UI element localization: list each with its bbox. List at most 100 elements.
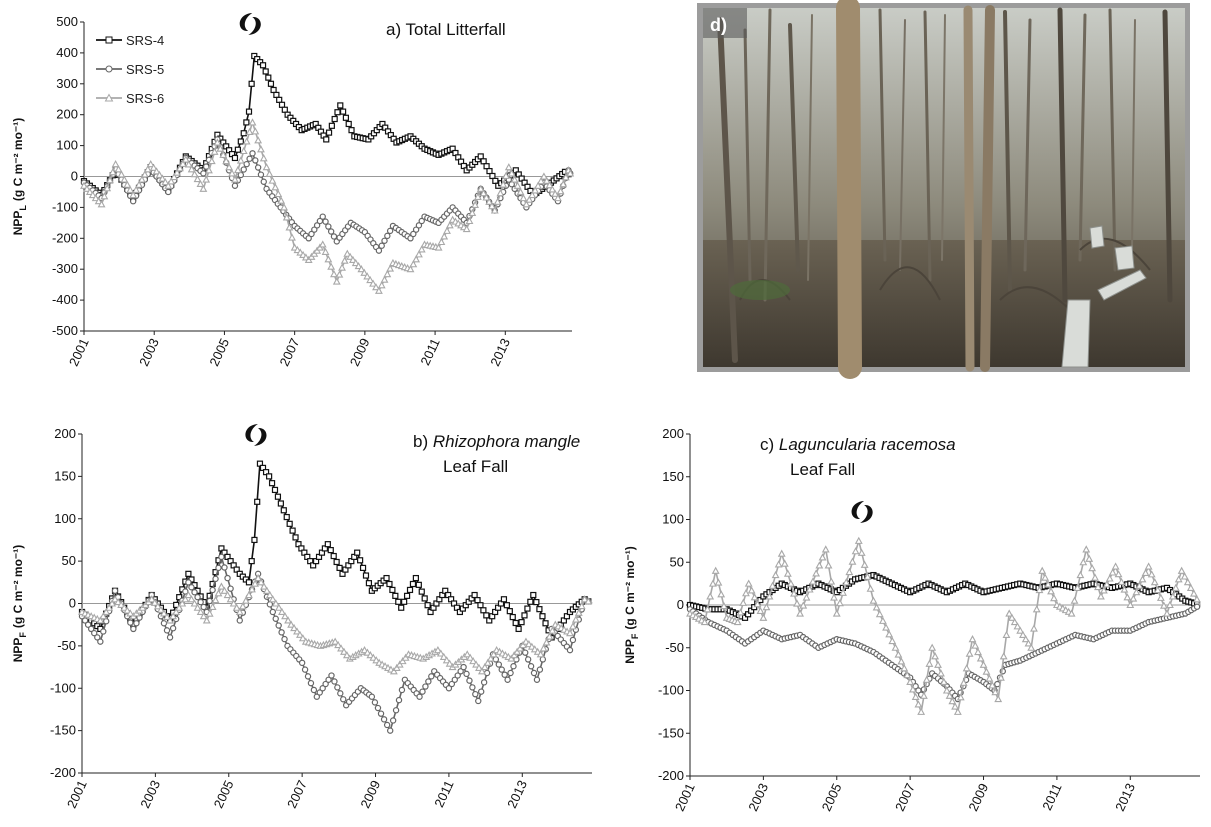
hurricane-eye [252, 431, 260, 439]
data-point [123, 180, 132, 188]
data-point [463, 670, 470, 678]
data-point [196, 179, 205, 188]
data-point [105, 603, 114, 611]
data-point [200, 603, 207, 611]
data-point [169, 625, 177, 632]
data-point [226, 595, 235, 603]
data-point [257, 578, 265, 586]
data-point [542, 638, 551, 646]
data-point [1117, 577, 1126, 585]
data-point [928, 643, 937, 651]
data-point [365, 580, 373, 587]
data-point [1044, 580, 1053, 588]
data-point [1067, 609, 1076, 617]
data-point [345, 120, 352, 128]
y-tick-label: 100 [56, 138, 78, 153]
data-point [448, 680, 456, 688]
legend-marker [105, 65, 113, 73]
data-point [827, 577, 836, 585]
data-point [248, 118, 257, 126]
data-point [839, 588, 847, 596]
data-point [274, 603, 283, 611]
data-point [285, 223, 294, 231]
data-point [1094, 582, 1102, 591]
y-tick-label: 200 [54, 426, 76, 441]
data-point [99, 612, 108, 620]
data-point [434, 243, 443, 251]
data-point [480, 607, 487, 614]
data-point [1013, 622, 1022, 630]
y-tick-label: -50 [665, 640, 684, 655]
data-point [184, 160, 193, 168]
data-point [327, 262, 336, 270]
data-point [91, 193, 100, 202]
data-point [322, 218, 329, 225]
data-point [1002, 630, 1011, 638]
data-point [282, 213, 291, 221]
data-point [384, 232, 391, 240]
y-tick-label: -400 [52, 292, 78, 307]
data-point [359, 564, 367, 572]
data-point [539, 613, 546, 620]
data-point [82, 184, 91, 192]
data-point [211, 595, 220, 604]
data-point [569, 636, 577, 644]
data-point [442, 656, 451, 664]
data-point [802, 593, 811, 601]
data-point [94, 197, 103, 205]
data-point [472, 660, 480, 668]
data-point [848, 557, 857, 565]
data-point [187, 595, 196, 603]
data-point [243, 119, 250, 126]
data-point [857, 548, 866, 556]
data-point [293, 627, 301, 635]
data-point [815, 561, 824, 569]
data-point [342, 651, 351, 659]
y-tick-label: 50 [670, 554, 684, 569]
data-point [372, 283, 380, 291]
data-point [959, 678, 968, 686]
data-point [280, 203, 289, 211]
hurricane-eye [247, 20, 254, 28]
data-point [891, 643, 900, 651]
data-point [319, 685, 326, 692]
data-point [463, 650, 472, 658]
data-point [536, 606, 543, 613]
data-point [156, 605, 165, 613]
data-point [229, 599, 238, 607]
data-point [1126, 600, 1135, 609]
data-point [997, 673, 1005, 681]
data-point [1088, 564, 1097, 572]
data-point [281, 635, 288, 643]
data-point [318, 240, 327, 248]
data-point [374, 286, 383, 294]
data-point [1030, 624, 1038, 632]
data-point [1082, 545, 1091, 553]
data-point [262, 163, 271, 171]
data-point [436, 649, 445, 657]
data-point [155, 170, 164, 179]
chart-title: a) Total Litterfall [386, 20, 506, 39]
hurricane-swirl [851, 501, 873, 523]
x-tick-label: 2003 [137, 778, 163, 811]
data-point [184, 590, 193, 599]
data-point [202, 175, 211, 183]
data-point [366, 275, 375, 284]
data-point [419, 688, 426, 695]
data-point [440, 232, 449, 240]
data-point [460, 663, 467, 671]
series-srs-6 [80, 118, 575, 294]
data-point [346, 252, 355, 260]
data-point [953, 707, 962, 715]
data-point [885, 630, 894, 638]
data-point [175, 603, 184, 611]
data-point [906, 677, 915, 686]
data-point [328, 672, 335, 679]
chart-subtitle: Leaf Fall [790, 460, 855, 479]
data-point [510, 175, 519, 183]
data-point [403, 592, 411, 599]
data-point [971, 641, 980, 649]
data-point [305, 235, 312, 242]
y-tick-label: 150 [662, 469, 684, 484]
data-point [231, 182, 239, 189]
